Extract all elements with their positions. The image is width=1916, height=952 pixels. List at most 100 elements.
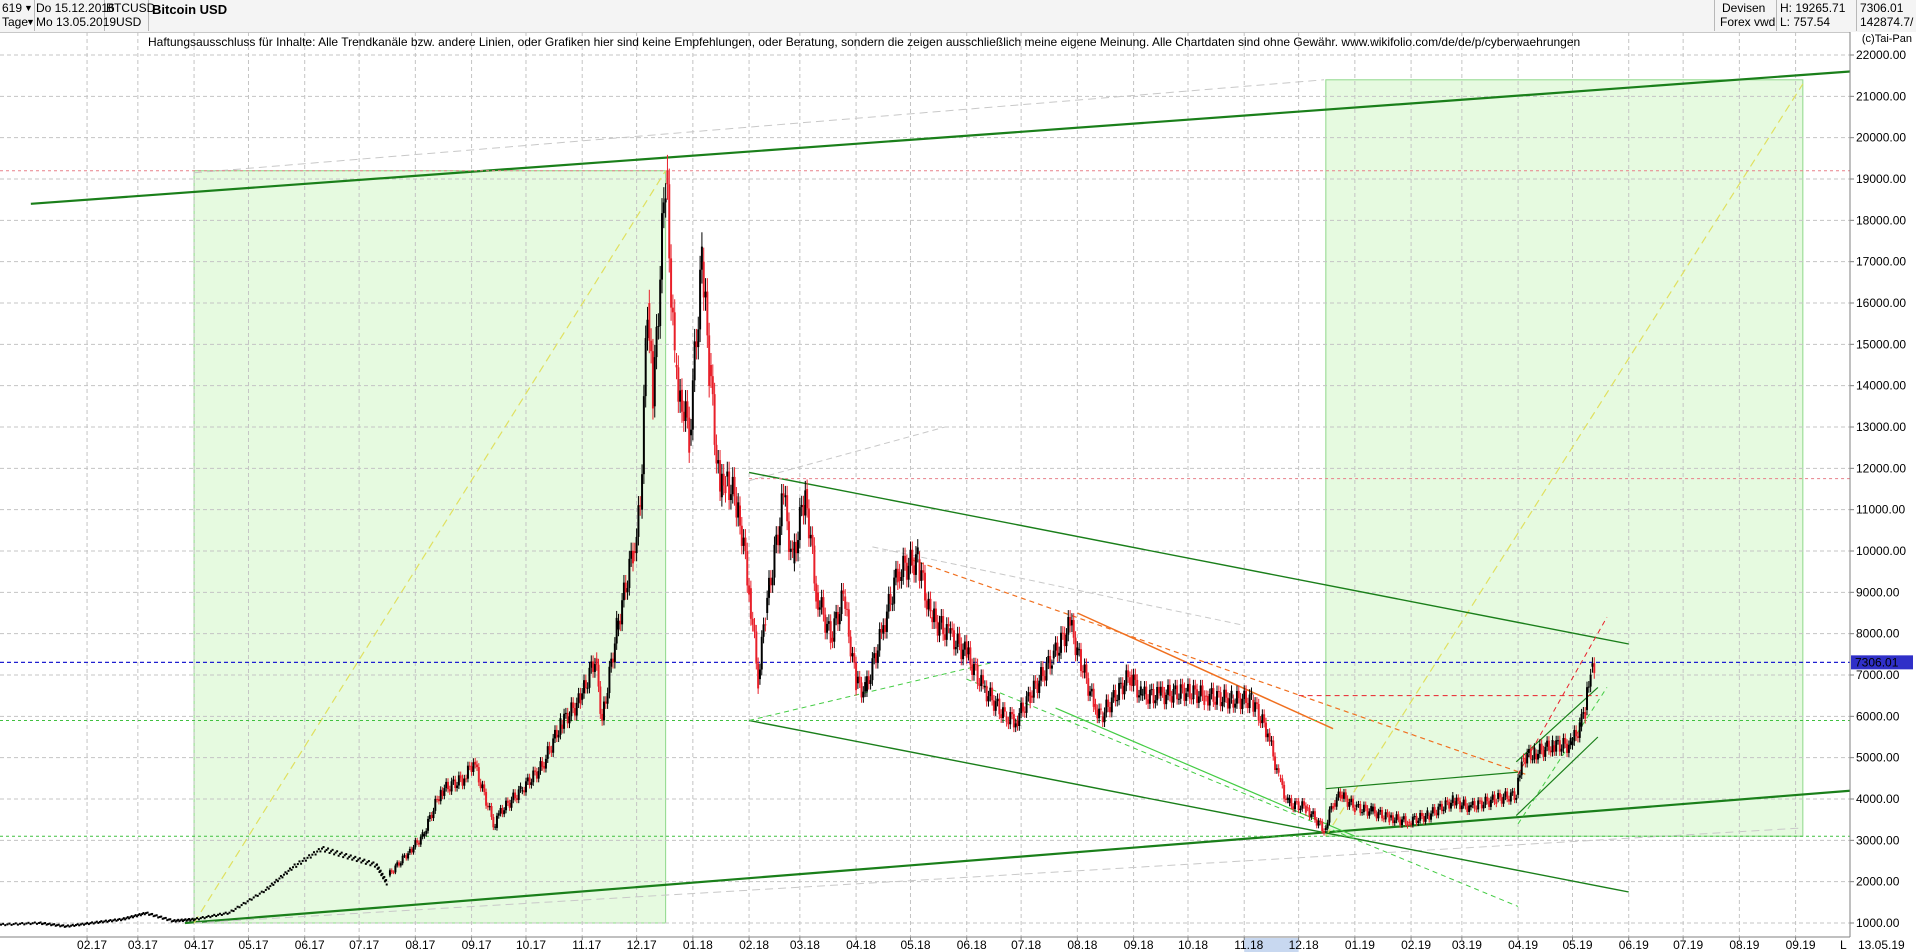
candle-body — [1047, 655, 1050, 664]
candle-body — [1257, 704, 1260, 721]
candle-body — [1335, 797, 1338, 807]
candle-body — [965, 641, 968, 658]
x-tick-label: 08.18 — [1067, 938, 1097, 952]
candle-body — [1201, 685, 1204, 696]
candle-body — [1437, 806, 1440, 816]
candle-body — [1205, 695, 1208, 697]
candle-body — [1355, 804, 1358, 808]
chart-title: Bitcoin USD — [152, 2, 228, 17]
candle-body — [1157, 686, 1160, 694]
candle-body — [1542, 750, 1545, 757]
count-selector[interactable]: 619 ▼ — [0, 0, 35, 31]
candle-body — [1457, 797, 1460, 801]
candle-body — [809, 534, 812, 539]
candle-body — [1005, 716, 1008, 722]
candle-body — [544, 758, 547, 769]
price-dot — [292, 866, 295, 869]
price-dot — [250, 898, 253, 901]
price-dot — [197, 918, 200, 921]
x-tick-label: 03.18 — [790, 938, 820, 952]
candle-body — [1319, 820, 1322, 822]
candle-body — [653, 357, 656, 407]
candle-body — [445, 781, 448, 789]
candle-body — [713, 394, 716, 445]
candle-body — [867, 676, 870, 684]
candle-body — [1203, 695, 1206, 705]
candle-body — [708, 335, 711, 386]
price-dot — [120, 919, 123, 922]
candle-body — [1482, 804, 1485, 809]
price-dot — [199, 917, 202, 920]
candle-body — [1148, 689, 1151, 704]
candle-body — [428, 815, 431, 819]
candle-body — [1357, 804, 1360, 806]
candle-body — [572, 702, 575, 709]
candle-body — [987, 696, 990, 702]
candle-body — [1381, 809, 1384, 819]
candle-body — [1206, 696, 1209, 706]
candle-body — [1567, 744, 1570, 753]
candle-body — [1049, 655, 1052, 669]
price-dot — [246, 900, 249, 903]
price-dot — [175, 919, 178, 922]
candle-body — [1221, 702, 1224, 707]
candle-body — [1324, 827, 1327, 830]
candle-body — [1384, 812, 1387, 820]
price-dot — [110, 920, 113, 923]
candle-body — [1420, 812, 1423, 817]
candle-body — [1272, 740, 1275, 757]
price-dot — [180, 918, 183, 921]
candle-body — [1301, 801, 1304, 809]
candle-body — [1531, 759, 1534, 761]
orange-dashed-line — [910, 558, 1526, 775]
candle-body — [477, 767, 480, 783]
candle-body — [1025, 696, 1028, 713]
candle-body — [635, 536, 638, 554]
candle-body — [1228, 698, 1231, 709]
price-dot — [300, 862, 303, 865]
candle-body — [1109, 706, 1111, 713]
candle-body — [998, 698, 1001, 715]
candle-body — [1065, 634, 1068, 647]
price-dot — [186, 918, 189, 921]
price-dot — [342, 856, 345, 859]
x-tick-label: 09.19 — [1786, 938, 1816, 952]
price-dot — [154, 914, 157, 917]
candle-body — [914, 554, 917, 575]
price-dot — [266, 886, 269, 889]
price-dot — [248, 898, 251, 901]
chevron-down-icon: ▼ — [26, 17, 35, 27]
candle-body — [1408, 821, 1411, 824]
price-dot — [172, 919, 175, 922]
candle-body — [1061, 632, 1064, 634]
price-dot — [19, 922, 22, 925]
candle-body — [938, 622, 941, 636]
candle-body — [1371, 806, 1374, 812]
candle-body — [744, 537, 747, 551]
candle-body — [1161, 686, 1164, 693]
price-dot — [71, 923, 74, 926]
candle-body — [559, 718, 562, 735]
price-dot — [128, 917, 131, 920]
price-dot — [346, 857, 349, 860]
volume-value: 142874.7/ — [1860, 15, 1914, 29]
candle-body — [1313, 811, 1316, 820]
price-dot — [385, 879, 388, 882]
symbol-box[interactable]: BTCUSD USD — [104, 0, 155, 31]
price-dot — [157, 916, 160, 919]
divider — [1714, 0, 1715, 31]
candle-body — [521, 790, 524, 792]
candle-body — [1105, 699, 1108, 713]
price-dot — [385, 883, 388, 886]
count-value: 619 — [2, 1, 23, 15]
candle-body — [1101, 716, 1104, 723]
candle-body — [811, 534, 814, 546]
candle-body — [962, 649, 965, 660]
x-tick-label: 04.19 — [1508, 938, 1538, 952]
candle-body — [1364, 804, 1367, 809]
candle-body — [1027, 692, 1030, 697]
period-selector[interactable]: Tage ▼ — [0, 15, 35, 31]
price-dot — [254, 894, 257, 897]
candle-body — [835, 611, 838, 619]
price-dot — [236, 905, 239, 908]
